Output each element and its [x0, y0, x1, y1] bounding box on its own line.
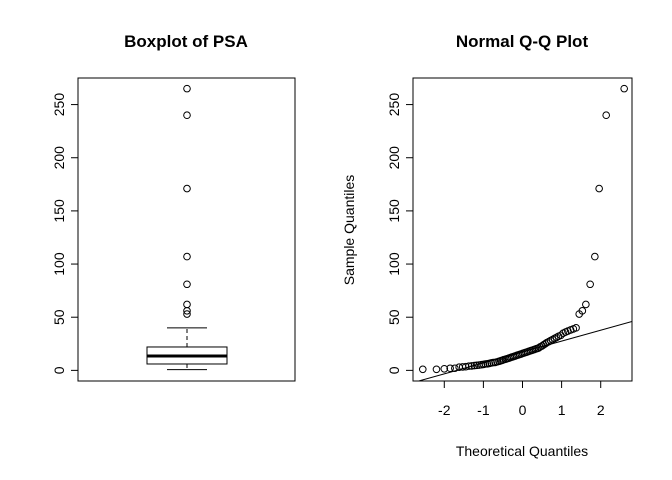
- qq-point: [595, 184, 603, 193]
- qq-point: [467, 362, 476, 370]
- boxplot-y-tick-label: 100: [51, 252, 67, 276]
- outlier-point: [183, 307, 191, 315]
- qq-y-tick-label: 250: [386, 93, 402, 117]
- boxplot-y-tick-label: 150: [51, 199, 67, 223]
- qq-x-tick-label: 1: [558, 402, 566, 418]
- qq-x-axis: -2 -1 0 1 2: [438, 380, 605, 418]
- boxplot-title: Boxplot of PSA: [124, 32, 248, 51]
- qq-point: [572, 324, 580, 332]
- boxplot-y-tick-label: 0: [51, 366, 67, 374]
- qq-x-tick-label: 2: [597, 402, 605, 418]
- qq-panel: Normal Q-Q Plot Theoretical Quantiles Sa…: [341, 32, 633, 459]
- qq-point: [578, 307, 587, 315]
- qq-point: [591, 252, 599, 261]
- qq-x-tick-label: -2: [438, 402, 451, 418]
- qq-point: [432, 365, 441, 374]
- qq-y-tick-label: 50: [386, 309, 402, 325]
- qq-y-tick-label: 0: [386, 366, 402, 374]
- outlier-point: [183, 111, 191, 120]
- qq-x-tick-label: 0: [519, 402, 527, 418]
- outlier-point: [183, 184, 191, 193]
- qq-point: [586, 280, 594, 289]
- qq-y-axis: 0 50 100 150 200 250: [386, 93, 414, 374]
- qq-y-axis-label: Sample Quantiles: [341, 175, 357, 286]
- qq-point: [451, 364, 459, 373]
- qq-plot-frame: [412, 77, 633, 382]
- qq-y-tick-label: 200: [386, 146, 402, 170]
- boxplot-marks: [146, 84, 228, 371]
- outlier-point: [183, 300, 191, 309]
- qq-y-tick-label: 100: [386, 252, 402, 276]
- outlier-point: [183, 310, 191, 318]
- qq-marks: [416, 84, 632, 381]
- qq-point: [465, 362, 473, 370]
- outlier-point: [183, 84, 191, 93]
- boxplot-panel: Boxplot of PSA 0 50 100 150 200 250: [51, 32, 296, 382]
- qq-point: [461, 362, 470, 371]
- qq-x-tick-label: -1: [477, 402, 490, 418]
- qq-point: [602, 111, 610, 120]
- boxplot-plot-frame: [77, 77, 296, 382]
- boxplot-y-axis: 0 50 100 150 200 250: [51, 93, 79, 374]
- outlier-point: [183, 280, 191, 289]
- qq-x-axis-label: Theoretical Quantiles: [456, 443, 588, 459]
- qq-point: [440, 364, 449, 373]
- outlier-point: [183, 252, 191, 261]
- qq-point: [418, 365, 427, 374]
- qq-point: [620, 84, 628, 93]
- boxplot-y-tick-label: 200: [51, 146, 67, 170]
- qq-title: Normal Q-Q Plot: [456, 32, 589, 51]
- boxplot-y-tick-label: 50: [51, 309, 67, 325]
- qq-y-tick-label: 150: [386, 199, 402, 223]
- boxplot-y-tick-label: 250: [51, 93, 67, 117]
- qq-point: [582, 300, 590, 309]
- qq-point: [446, 364, 454, 373]
